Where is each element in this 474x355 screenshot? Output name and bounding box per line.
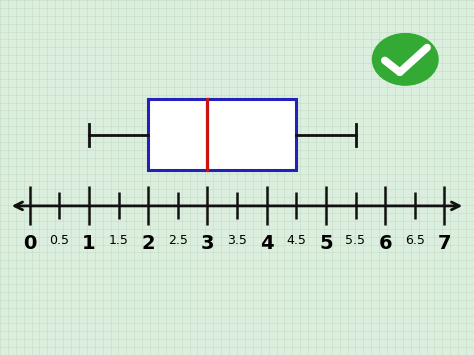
Text: 1.5: 1.5	[109, 234, 128, 247]
Text: 4: 4	[260, 234, 273, 253]
Text: 5: 5	[319, 234, 333, 253]
Text: 0.5: 0.5	[49, 234, 69, 247]
Text: 2: 2	[141, 234, 155, 253]
Circle shape	[373, 34, 438, 85]
Text: 3.5: 3.5	[227, 234, 247, 247]
Text: 1: 1	[82, 234, 96, 253]
Text: 6: 6	[378, 234, 392, 253]
Text: 6.5: 6.5	[405, 234, 425, 247]
Text: 3: 3	[201, 234, 214, 253]
Text: 0: 0	[23, 234, 36, 253]
Bar	[148, 99, 296, 170]
Text: 2.5: 2.5	[168, 234, 188, 247]
Text: 4.5: 4.5	[286, 234, 306, 247]
Text: 7: 7	[438, 234, 451, 253]
Text: 5.5: 5.5	[346, 234, 365, 247]
